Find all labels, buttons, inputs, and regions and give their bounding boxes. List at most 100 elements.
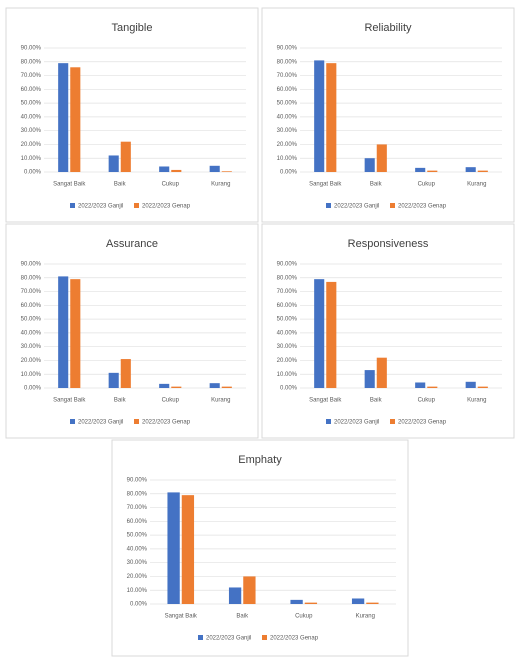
y-tick-label: 90.00%: [277, 262, 298, 268]
x-tick-label: Kurang: [467, 398, 486, 404]
x-tick-label: Cukup: [418, 182, 436, 188]
bar: [415, 167, 426, 172]
y-tick-label: 0.00%: [130, 602, 148, 608]
y-tick-label: 70.00%: [277, 289, 298, 295]
bar: [70, 67, 81, 172]
y-tick-label: 50.00%: [21, 101, 42, 107]
bar: [427, 386, 438, 388]
y-tick-label: 50.00%: [277, 101, 298, 107]
x-tick-label: Cukup: [295, 614, 313, 620]
x-tick-label: Kurang: [356, 614, 375, 620]
legend-swatch: [326, 419, 331, 424]
y-tick-label: 90.00%: [21, 46, 42, 52]
y-tick-label: 20.00%: [21, 358, 42, 364]
y-tick-label: 90.00%: [21, 262, 42, 268]
x-tick-label: Cukup: [162, 398, 180, 404]
bar: [108, 372, 119, 388]
legend-label: 2022/2023 Ganjil: [334, 204, 379, 210]
y-tick-label: 80.00%: [21, 275, 42, 281]
bar: [209, 165, 220, 172]
chart-title: Tangible: [112, 22, 153, 34]
y-tick-label: 30.00%: [21, 128, 42, 134]
legend-label: 2022/2023 Genap: [398, 204, 447, 210]
chart-title: Reliability: [364, 22, 412, 34]
y-tick-label: 50.00%: [277, 317, 298, 323]
x-tick-label: Sangat Baik: [53, 182, 86, 188]
y-tick-label: 80.00%: [127, 491, 148, 497]
legend-label: 2022/2023 Ganjil: [334, 420, 379, 426]
bar: [314, 279, 325, 388]
y-tick-label: 10.00%: [277, 372, 298, 378]
bar: [221, 386, 232, 388]
legend-swatch: [70, 203, 75, 208]
y-tick-label: 80.00%: [21, 59, 42, 65]
y-tick-label: 10.00%: [21, 156, 42, 162]
y-tick-label: 0.00%: [24, 386, 42, 392]
y-tick-label: 30.00%: [21, 344, 42, 350]
chart-frame: [5, 223, 259, 439]
x-tick-label: Baik: [114, 398, 127, 404]
y-tick-label: 30.00%: [127, 560, 148, 566]
bar: [477, 386, 488, 388]
y-tick-label: 20.00%: [277, 358, 298, 364]
x-tick-label: Sangat Baik: [53, 398, 86, 404]
bar: [167, 492, 180, 604]
legend-label: 2022/2023 Ganjil: [78, 204, 123, 210]
legend-label: 2022/2023 Genap: [142, 420, 191, 426]
bar: [427, 170, 438, 172]
bar: [120, 141, 131, 172]
x-tick-label: Sangat Baik: [165, 614, 198, 620]
y-tick-label: 10.00%: [21, 372, 42, 378]
bar: [351, 598, 365, 604]
y-tick-label: 50.00%: [127, 533, 148, 539]
x-tick-label: Baik: [114, 182, 127, 188]
legend-swatch: [262, 635, 267, 640]
bar: [366, 602, 379, 604]
y-tick-label: 40.00%: [21, 114, 42, 120]
bar: [171, 169, 182, 172]
y-tick-label: 0.00%: [24, 170, 42, 176]
chart-frame: [261, 223, 515, 439]
bar: [221, 171, 232, 172]
legend-swatch: [326, 203, 331, 208]
y-tick-label: 30.00%: [277, 344, 298, 350]
bar: [415, 382, 426, 388]
y-tick-label: 30.00%: [277, 128, 298, 134]
bar: [58, 276, 69, 388]
legend-swatch: [198, 635, 203, 640]
bar: [181, 495, 195, 604]
x-tick-label: Cukup: [418, 398, 436, 404]
legend-label: 2022/2023 Genap: [270, 636, 319, 642]
x-tick-label: Cukup: [162, 182, 180, 188]
legend-swatch: [70, 419, 75, 424]
chart-title: Responsiveness: [348, 238, 429, 250]
bar: [326, 63, 337, 172]
y-tick-label: 10.00%: [277, 156, 298, 162]
legend-label: 2022/2023 Ganjil: [206, 636, 251, 642]
x-tick-label: Baik: [370, 182, 383, 188]
bar: [58, 63, 69, 172]
y-tick-label: 40.00%: [277, 330, 298, 336]
bar: [364, 158, 375, 172]
bar: [159, 166, 170, 172]
bar: [376, 144, 387, 172]
y-tick-label: 60.00%: [277, 303, 298, 309]
y-tick-label: 60.00%: [21, 87, 42, 93]
y-tick-label: 20.00%: [21, 142, 42, 148]
legend-label: 2022/2023 Genap: [398, 420, 447, 426]
y-tick-label: 0.00%: [280, 170, 298, 176]
y-tick-label: 70.00%: [21, 289, 42, 295]
x-tick-label: Kurang: [467, 182, 486, 188]
y-tick-label: 20.00%: [277, 142, 298, 148]
bar: [108, 155, 119, 172]
y-tick-label: 40.00%: [127, 546, 148, 552]
y-tick-label: 0.00%: [280, 386, 298, 392]
legend-label: 2022/2023 Genap: [142, 204, 191, 210]
bar: [120, 359, 131, 388]
y-tick-label: 80.00%: [277, 59, 298, 65]
y-tick-label: 70.00%: [127, 505, 148, 511]
bar: [314, 60, 325, 172]
legend-swatch: [134, 203, 139, 208]
y-tick-label: 90.00%: [127, 478, 148, 484]
